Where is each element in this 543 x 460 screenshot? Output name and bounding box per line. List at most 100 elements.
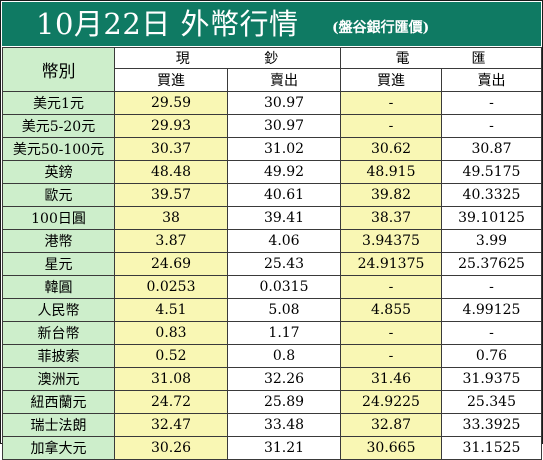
page-title: 10月22日 外幣行情	[36, 7, 299, 41]
cash-buy-cell: 4.51	[114, 298, 228, 322]
spot-buy-cell: 48.915	[340, 160, 442, 184]
cash-sell-cell: 25.43	[227, 252, 341, 276]
cash-sell-cell: 25.89	[227, 390, 341, 414]
spot-buy-cell: -	[340, 91, 442, 115]
cash-sell-header: 賣出	[227, 68, 341, 92]
spot-sell-cell: -	[441, 114, 542, 138]
currency-name-cell: 韓圓	[2, 275, 115, 299]
table-row: 人民幣 4.51 5.08 4.855 4.99125	[2, 298, 542, 322]
table-row: 菲披索 0.52 0.8-0.76	[2, 344, 542, 368]
spot-buy-cell: -	[340, 321, 442, 345]
cash-buy-cell: 48.48	[114, 160, 228, 184]
spot-sell-cell: 31.9375	[441, 367, 542, 391]
header-row-bottom: 買進 賣出 買進 賣出	[3, 68, 542, 92]
cash-buy-cell: 31.08	[114, 367, 228, 391]
table-row: 韓圓 0.0253 0.0315- -	[2, 275, 542, 299]
spot-sell-cell: 0.76	[441, 344, 542, 368]
currency-name-cell: 紐西蘭元	[2, 390, 115, 414]
table-row: 100日圓 38 39.41 38.37 39.10125	[2, 206, 542, 230]
spot-sell-cell: 30.87	[441, 137, 542, 161]
cash-sell-cell: 1.17	[227, 321, 341, 345]
spot-buy-cell: 24.9225	[340, 390, 442, 414]
cash-buy-cell: 38	[114, 206, 228, 230]
spot-sell-cell: 39.10125	[441, 206, 542, 230]
currency-name-cell: 人民幣	[2, 298, 115, 322]
table-row: 港幣 3.87 4.06 3.94375 3.99	[2, 229, 542, 253]
cash-sell-cell: 0.8	[227, 344, 341, 368]
table-row: 紐西蘭元 24.72 25.89 24.9225 25.345	[2, 390, 542, 414]
cash-header-char-1: 現	[175, 51, 191, 67]
currency-name-cell: 星元	[2, 252, 115, 276]
currency-name-cell: 澳洲元	[2, 367, 115, 391]
table-row: 澳洲元 31.08 32.26 31.46 31.9375	[2, 367, 542, 391]
spot-header-char-2: 匯	[471, 51, 487, 67]
cash-sell-cell: 5.08	[227, 298, 341, 322]
spot-sell-cell: 25.345	[441, 390, 542, 414]
spot-buy-cell: 32.87	[340, 413, 442, 437]
spot-buy-cell: 4.855	[340, 298, 442, 322]
cash-buy-header: 買進	[114, 68, 228, 92]
spot-buy-cell: -	[340, 344, 442, 368]
cash-group-header: 現 鈔	[114, 47, 341, 69]
cash-sell-cell: 30.97	[227, 91, 341, 115]
spot-header-char-1: 電	[395, 51, 411, 67]
table-row: 英鎊 48.48 49.92 48.915 49.5175	[2, 160, 542, 184]
spot-buy-cell: 39.82	[340, 183, 442, 207]
cash-sell-cell: 4.06	[227, 229, 341, 253]
table-row: 歐元 39.57 40.61 39.82 40.3325	[2, 183, 542, 207]
currency-name-cell: 英鎊	[2, 160, 115, 184]
spot-sell-cell: 40.3325	[441, 183, 542, 207]
table-row: 新台幣 0.83 1.17- -	[2, 321, 542, 345]
spot-sell-cell: 49.5175	[441, 160, 542, 184]
spot-buy-cell: 30.62	[340, 137, 442, 161]
table-row: 加拿大元 30.26 31.21 30.665 31.1525	[2, 436, 542, 460]
cash-buy-cell: 24.69	[114, 252, 228, 276]
currency-name-cell: 新台幣	[2, 321, 115, 345]
spot-buy-cell: 31.46	[340, 367, 442, 391]
currency-name-cell: 美元5-20元	[2, 114, 115, 138]
spot-sell-cell: 31.1525	[441, 436, 542, 460]
cash-header-char-2: 鈔	[264, 51, 280, 67]
spot-sell-cell: 4.99125	[441, 298, 542, 322]
table-row: 瑞士法朗 32.47 33.48 32.87 33.3925	[2, 413, 542, 437]
cash-buy-cell: 30.26	[114, 436, 228, 460]
cash-sell-cell: 0.0315	[227, 275, 341, 299]
cash-sell-cell: 49.92	[227, 160, 341, 184]
spot-buy-cell: 30.665	[340, 436, 442, 460]
cash-buy-cell: 29.93	[114, 114, 228, 138]
cash-sell-cell: 39.41	[227, 206, 341, 230]
currency-column-header: 幣別	[2, 47, 115, 92]
spot-sell-cell: -	[441, 321, 542, 345]
table-row: 星元 24.69 25.43 24.91375 25.37625	[2, 252, 542, 276]
title-bar: 10月22日 外幣行情 (盤谷銀行匯價)	[2, 2, 541, 46]
currency-name-cell: 瑞士法朗	[2, 413, 115, 437]
cash-buy-cell: 0.52	[114, 344, 228, 368]
cash-sell-cell: 33.48	[227, 413, 341, 437]
bank-source-label: (盤谷銀行匯價)	[332, 20, 430, 36]
table-row: 美元5-20元 29.93 30.97- -	[2, 114, 542, 138]
currency-name-cell: 菲披索	[2, 344, 115, 368]
spot-buy-cell: -	[340, 114, 442, 138]
table-row: 美元50-100元 30.37 31.02 30.62 30.87	[2, 137, 542, 161]
currency-name-cell: 美元50-100元	[2, 137, 115, 161]
header-row-top: 幣別 現 鈔 電 匯	[2, 47, 542, 92]
cash-buy-cell: 30.37	[114, 137, 228, 161]
spot-sell-cell: -	[441, 275, 542, 299]
spot-buy-cell: 38.37	[340, 206, 442, 230]
cash-sell-cell: 31.21	[227, 436, 341, 460]
cash-sell-cell: 32.26	[227, 367, 341, 391]
cash-buy-cell: 39.57	[114, 183, 228, 207]
currency-name-cell: 歐元	[2, 183, 115, 207]
cash-buy-cell: 3.87	[114, 229, 228, 253]
rate-table-body: 幣別 現 鈔 電 匯 買進 賣出 買進 賣出	[2, 47, 542, 460]
spot-buy-cell: -	[340, 275, 442, 299]
currency-name-cell: 加拿大元	[2, 436, 115, 460]
cash-sell-cell: 30.97	[227, 114, 341, 138]
cash-buy-cell: 0.0253	[114, 275, 228, 299]
cash-buy-cell: 0.83	[114, 321, 228, 345]
cash-buy-cell: 29.59	[114, 91, 228, 115]
spot-buy-cell: 24.91375	[340, 252, 442, 276]
exchange-rate-table: 幣別 現 鈔 電 匯 買進 賣出 買進 賣出	[2, 47, 542, 460]
spot-sell-cell: -	[441, 91, 542, 115]
